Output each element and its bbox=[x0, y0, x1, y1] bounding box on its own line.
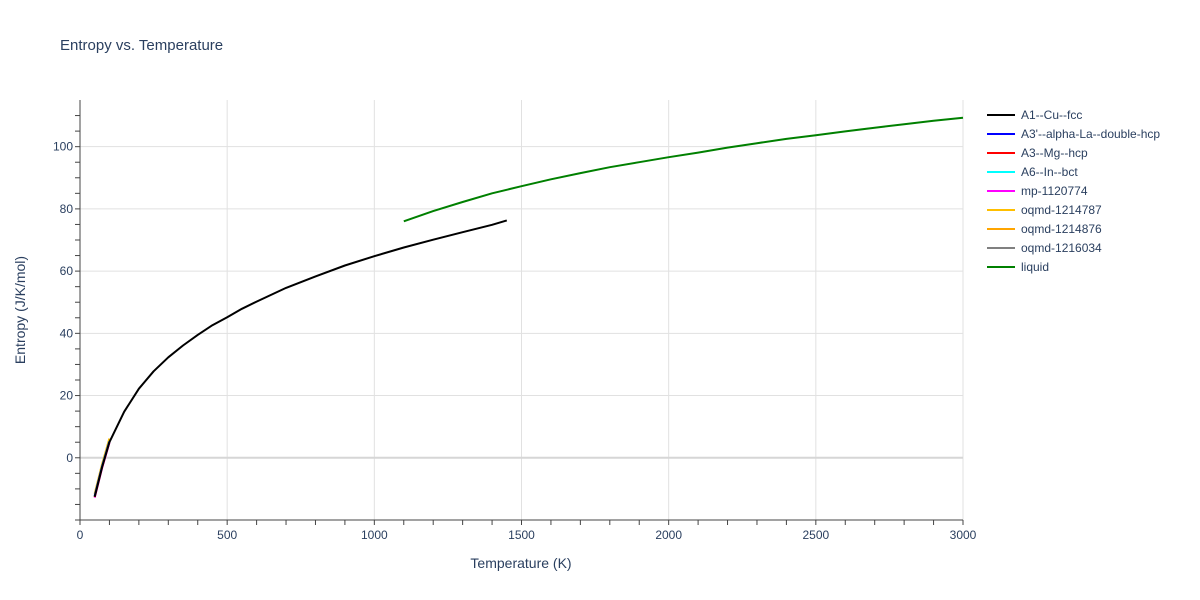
legend-label: A1--Cu--fcc bbox=[1021, 108, 1082, 122]
grid bbox=[80, 100, 964, 520]
series-line-A1--Cu--fcc bbox=[93, 219, 508, 497]
x-tick-label: 2500 bbox=[802, 528, 829, 542]
chart-title: Entropy vs. Temperature bbox=[60, 37, 223, 54]
y-tick-label: 100 bbox=[53, 140, 73, 154]
legend-label: liquid bbox=[1021, 260, 1049, 274]
legend-label: A3--Mg--hcp bbox=[1021, 146, 1088, 160]
series-group bbox=[93, 116, 964, 498]
y-tick-label: 60 bbox=[60, 264, 74, 278]
y-tick-label: 0 bbox=[66, 451, 73, 465]
x-tick-label: 3000 bbox=[950, 528, 977, 542]
x-tick-label: 0 bbox=[77, 528, 84, 542]
y-tick-label: 40 bbox=[60, 326, 74, 340]
legend-label: A6--In--bct bbox=[1021, 165, 1078, 179]
x-tick-label: 1000 bbox=[361, 528, 388, 542]
x-axis-title: Temperature (K) bbox=[470, 555, 571, 571]
x-tick-label: 500 bbox=[217, 528, 237, 542]
y-axis-title: Entropy (J/K/mol) bbox=[12, 256, 28, 364]
x-tick-label: 2000 bbox=[655, 528, 682, 542]
axes: 0 500 1000 1500 2000 2500 3000 0 20 40 60 80 100 bbox=[53, 100, 977, 542]
legend-label: mp-1120774 bbox=[1021, 184, 1088, 198]
y-tick-label: 80 bbox=[60, 202, 74, 216]
series-line-liquid bbox=[403, 116, 964, 223]
y-tick-label: 20 bbox=[60, 389, 74, 403]
x-tick-label: 1500 bbox=[508, 528, 535, 542]
legend-label: A3'--alpha-La--double-hcp bbox=[1021, 127, 1160, 141]
legend-label: oqmd-1216034 bbox=[1021, 241, 1102, 255]
legend-label: oqmd-1214876 bbox=[1021, 222, 1102, 236]
legend-label: oqmd-1214787 bbox=[1021, 203, 1102, 217]
legend: A1--Cu--fcc A3'--alpha-La--double-hcp A3--… bbox=[987, 108, 1160, 274]
